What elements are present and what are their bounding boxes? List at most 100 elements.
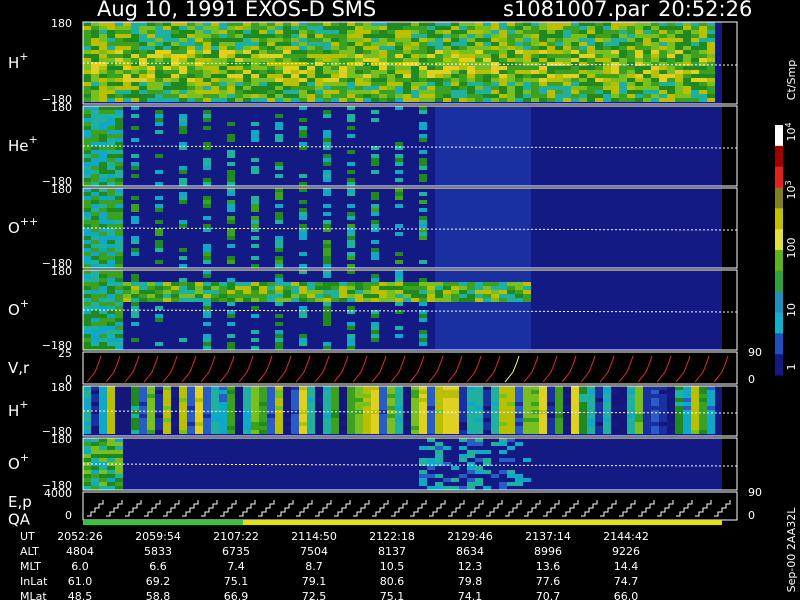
spectrogram-cell — [219, 54, 227, 58]
spectrogram-cell — [363, 50, 371, 54]
spectrogram-cell — [595, 94, 603, 98]
spectrogram-cell — [251, 86, 259, 90]
spectrogram-cell — [363, 70, 371, 74]
spectrogram-cell — [395, 106, 403, 110]
spectrogram-cell — [267, 90, 275, 94]
spectrogram-cell — [475, 110, 483, 114]
spectrogram-cell — [179, 200, 187, 204]
spectrogram-cell — [475, 196, 483, 200]
spectrogram-cell — [267, 34, 275, 38]
spectrogram-cell — [163, 414, 171, 418]
spectrogram-cell — [435, 118, 443, 122]
spectrogram-cell — [115, 22, 123, 26]
spectrogram-cell — [363, 42, 371, 46]
spectrogram-cell — [411, 406, 419, 410]
spectrogram-cell — [467, 282, 475, 286]
spectrogram-cell — [227, 220, 235, 224]
spectrogram-cell — [483, 146, 491, 150]
spectrogram-cell — [467, 342, 475, 346]
spectrogram-cell — [307, 42, 315, 46]
spectrogram-cell — [451, 342, 459, 346]
spectrogram-cell — [115, 86, 123, 90]
spectrogram-cell — [283, 294, 291, 298]
spectrogram-cell — [131, 90, 139, 94]
spectrogram-cell — [179, 414, 187, 418]
spectrogram-cell — [259, 398, 267, 402]
spectrogram-cell — [91, 46, 99, 50]
spectrogram-cell — [299, 422, 307, 426]
spectrogram-cell — [115, 302, 123, 306]
spectrogram-cell — [571, 38, 579, 42]
spectrogram-cell — [99, 422, 107, 426]
spectrogram-cell — [107, 86, 115, 90]
spectrogram-cell — [435, 342, 443, 346]
spectrogram-cell — [627, 386, 635, 390]
spectrogram-cell — [395, 386, 403, 390]
spectrogram-cell — [91, 182, 99, 186]
spectrogram-cell — [91, 474, 99, 478]
spectrogram-cell — [275, 70, 283, 74]
spectrogram-cell — [611, 46, 619, 50]
spectrogram-cell — [203, 166, 211, 170]
spectrogram-cell — [371, 110, 379, 114]
spectrogram-cell — [587, 50, 595, 54]
spectrogram-cell — [275, 426, 283, 430]
trace — [86, 355, 102, 383]
spectrogram-cell — [155, 74, 163, 78]
spectrogram-cell — [347, 150, 355, 154]
spectrogram-cell — [659, 54, 667, 58]
spectrogram-cell — [459, 58, 467, 62]
spectrogram-cell — [251, 394, 259, 398]
spectrogram-cell — [147, 30, 155, 34]
spectrogram-cell — [235, 386, 243, 390]
spectrogram-cell — [643, 38, 651, 42]
spectrogram-cell — [523, 212, 531, 216]
spectrogram-cell — [587, 418, 595, 422]
spectrogram-cell — [147, 34, 155, 38]
spectrogram-cell — [83, 486, 91, 490]
spectrogram-cell — [99, 228, 107, 232]
spectrogram-cell — [395, 310, 403, 314]
spectrogram-cell — [99, 110, 107, 114]
spectrogram-cell — [427, 86, 435, 90]
spectrogram-cell — [635, 426, 643, 430]
spectrogram-cell — [683, 86, 691, 90]
spectrogram-cell — [491, 208, 499, 212]
spectrogram-cell — [571, 70, 579, 74]
spectrogram-cell — [459, 70, 467, 74]
spectrogram-cell — [331, 86, 339, 90]
spectrogram-cell — [299, 146, 307, 150]
spectrogram-cell — [179, 30, 187, 34]
spectrogram-cell — [139, 410, 147, 414]
spectrogram-cell — [707, 46, 715, 50]
spectrogram-cell — [251, 406, 259, 410]
spectrogram-cell — [99, 146, 107, 150]
spectrogram-cell — [571, 54, 579, 58]
spectrogram-cell — [139, 390, 147, 394]
spectrogram-cell — [491, 182, 499, 186]
spectrogram-cell — [267, 398, 275, 402]
spectrogram-cell — [243, 78, 251, 82]
spectrogram-cell — [443, 342, 451, 346]
spectrogram-cell — [99, 278, 107, 282]
spectrogram-cell — [187, 410, 195, 414]
spectrogram-cell — [203, 260, 211, 264]
spectrogram-cell — [411, 294, 419, 298]
spectrogram-cell — [83, 196, 91, 200]
spectrogram-cell — [483, 224, 491, 228]
spectrogram-cell — [451, 318, 459, 322]
spectrogram-cell — [451, 138, 459, 142]
spectrogram-cell — [211, 414, 219, 418]
spectrogram-cell — [171, 298, 179, 302]
spectrogram-cell — [555, 54, 563, 58]
spectrogram-cell — [243, 38, 251, 42]
spectrogram-cell — [499, 402, 507, 406]
spectrogram-cell — [619, 386, 627, 390]
spectrogram-cell — [467, 78, 475, 82]
spectrogram-cell — [475, 322, 483, 326]
spectrogram-cell — [651, 82, 659, 86]
spectrogram-cell — [683, 78, 691, 82]
spectrogram-cell — [499, 204, 507, 208]
spectrogram-cell — [515, 162, 523, 166]
spectrogram-cell — [523, 244, 531, 248]
